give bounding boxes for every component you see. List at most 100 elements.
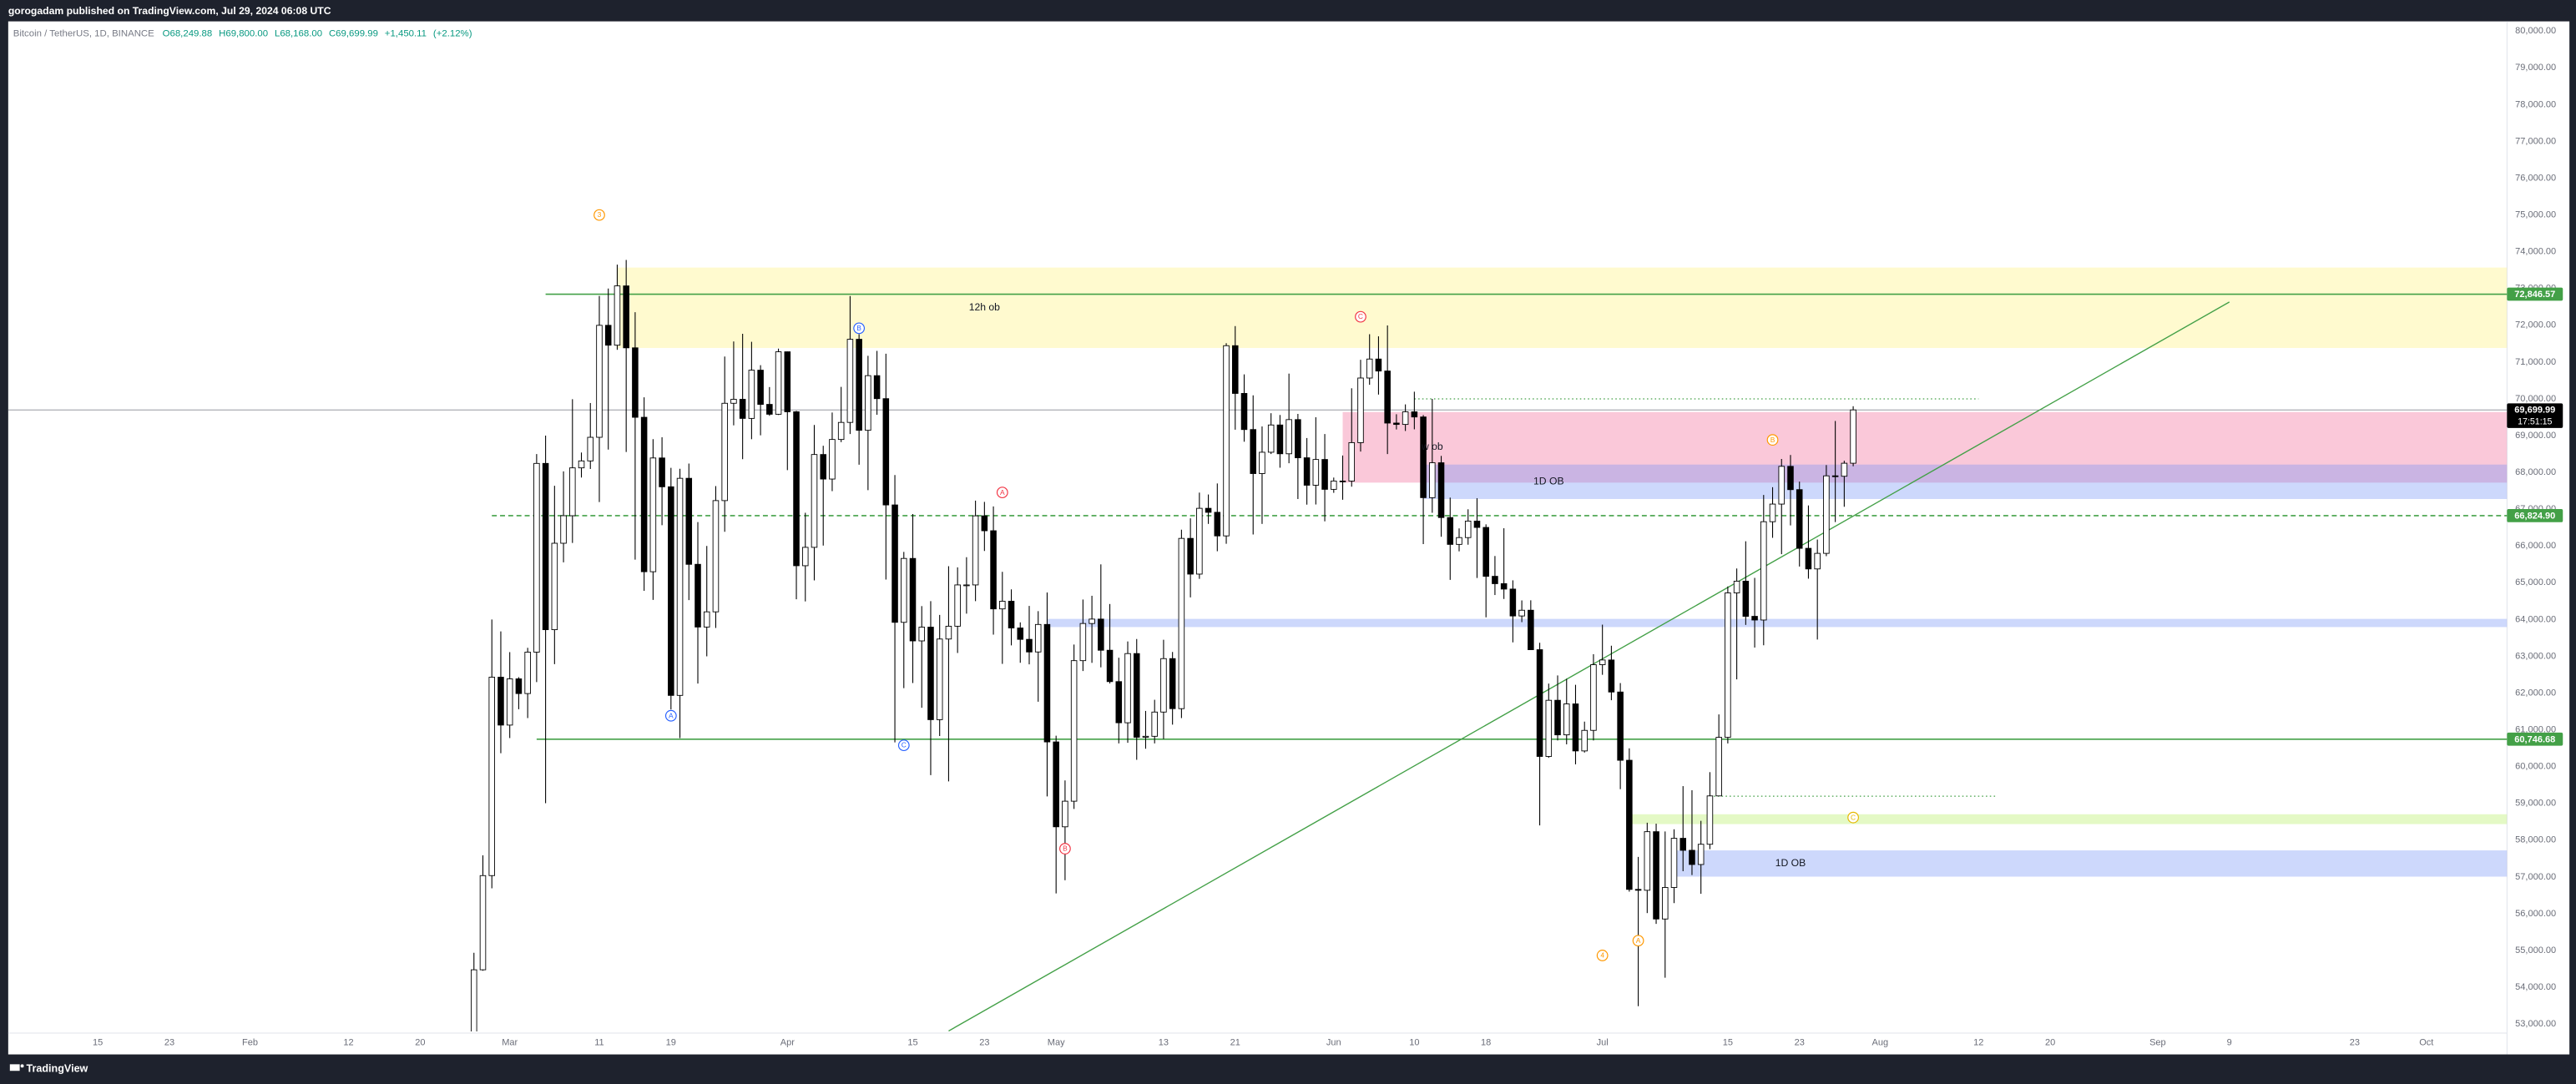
candle-body (1662, 887, 1669, 920)
x-tick-label: Mar (502, 1038, 518, 1048)
candle-body (1805, 547, 1812, 570)
candle-body (703, 611, 710, 628)
candle-body (1689, 850, 1695, 865)
y-tick-label: 69,000.00 (2515, 431, 2556, 441)
candle-body (837, 421, 845, 441)
candle-body (865, 375, 871, 431)
candle-body (1411, 411, 1418, 418)
y-tick-label: 65,000.00 (2515, 577, 2556, 587)
brand-logo (20, 1064, 24, 1068)
y-tick-label: 55,000.00 (2515, 945, 2556, 955)
candle-body (1133, 653, 1140, 738)
candle-body (801, 547, 809, 567)
wave-label: A (1000, 488, 1005, 497)
candle-body (1778, 466, 1786, 505)
candle-body (936, 638, 943, 720)
y-tick-label: 68,000.00 (2515, 467, 2556, 477)
candle-body (1626, 759, 1633, 890)
zone (617, 267, 2508, 348)
brand-logo (9, 1064, 20, 1071)
candle-body (873, 375, 881, 400)
x-tick-label: 20 (2045, 1038, 2055, 1048)
wave-label: C (1358, 312, 1363, 320)
candle-body (1473, 520, 1481, 528)
candle-body (1034, 623, 1042, 653)
candle-body (1742, 580, 1750, 618)
candle-body (1079, 623, 1087, 662)
candle-body (1088, 618, 1095, 624)
candle-body (963, 584, 970, 587)
candle-body (1231, 345, 1239, 394)
candle-body (623, 285, 629, 349)
wave-circle (664, 709, 677, 722)
candle-body (793, 411, 800, 567)
candle-body (695, 563, 701, 628)
candle-body (1402, 411, 1409, 426)
wave-label: 4 (1600, 951, 1604, 960)
candle-body (1590, 664, 1597, 731)
candle-body (1205, 507, 1212, 513)
wave-label: A (669, 711, 674, 719)
candle-body (1187, 537, 1194, 575)
candle-body (1303, 457, 1311, 486)
price-tag-label: 66,824.90 (2514, 511, 2555, 521)
current-price-label: 69,699.99 (2514, 406, 2555, 416)
candle-body (1608, 659, 1615, 693)
candle-body (1509, 588, 1517, 617)
candle-body (1267, 424, 1275, 453)
publish-header: gorogadam published on TradingView.com, … (8, 5, 331, 17)
wave-label: C (1851, 813, 1856, 821)
candle-body (578, 460, 585, 469)
zone-label: 1D OB (1775, 857, 1806, 869)
candle-body (990, 530, 997, 610)
candle-body (1348, 441, 1356, 481)
plot-area: 12h ob w ob 1D OB 1D OB 3 B A C A B C 4 A B C (8, 209, 2508, 1031)
candle-body (1715, 737, 1722, 797)
candle-body (1725, 592, 1731, 739)
candle-body (1053, 741, 1059, 828)
candle-body (1321, 459, 1328, 490)
candle-body (829, 439, 836, 480)
candle-body (1706, 795, 1714, 845)
symbol-title: Bitcoin / TetherUS, 1D, BINANCE (13, 28, 154, 38)
candle-body (1375, 358, 1382, 372)
candle-body (1572, 703, 1579, 752)
x-tick-label: 9 (2227, 1038, 2232, 1048)
candle-body (1670, 838, 1678, 888)
candle-body (721, 402, 728, 502)
candle-body (1697, 844, 1705, 865)
candle-body (542, 462, 549, 631)
y-tick-label: 78,000.00 (2515, 99, 2556, 109)
wave-label: B (1063, 845, 1068, 853)
candle-body (1528, 609, 1534, 650)
candle-body (748, 370, 755, 419)
x-tick-label: 13 (1159, 1038, 1169, 1048)
candle-body (918, 627, 926, 642)
candle-body (1259, 451, 1265, 474)
candle-body (1196, 507, 1203, 575)
wave-label: A (1636, 936, 1641, 945)
x-tick-label: Jun (1326, 1038, 1341, 1048)
candle-body (1017, 628, 1024, 640)
wave-circle (1766, 434, 1779, 446)
x-tick-label: 12 (343, 1038, 353, 1048)
wave-circle (593, 209, 605, 221)
y-tick-label: 58,000.00 (2515, 835, 2556, 845)
wave-circle (1059, 843, 1071, 855)
x-tick-label: 10 (1409, 1038, 1419, 1048)
ohlc-readout: L68,168.00 (275, 28, 322, 38)
candle-body (945, 625, 952, 640)
candle-body (1492, 576, 1498, 584)
x-tick-label: Jul (1597, 1038, 1609, 1048)
candle-body (1644, 831, 1651, 891)
candle-body (1536, 649, 1543, 757)
candle-body (757, 370, 764, 406)
y-tick-label: 57,000.00 (2515, 872, 2556, 882)
candle-body (1751, 616, 1758, 621)
y-tick-label: 71,000.00 (2515, 357, 2556, 367)
candle-body (1679, 838, 1687, 851)
y-tick-label: 70,000.00 (2515, 394, 2556, 404)
candle-body (1106, 649, 1114, 683)
candle-body (569, 467, 576, 517)
